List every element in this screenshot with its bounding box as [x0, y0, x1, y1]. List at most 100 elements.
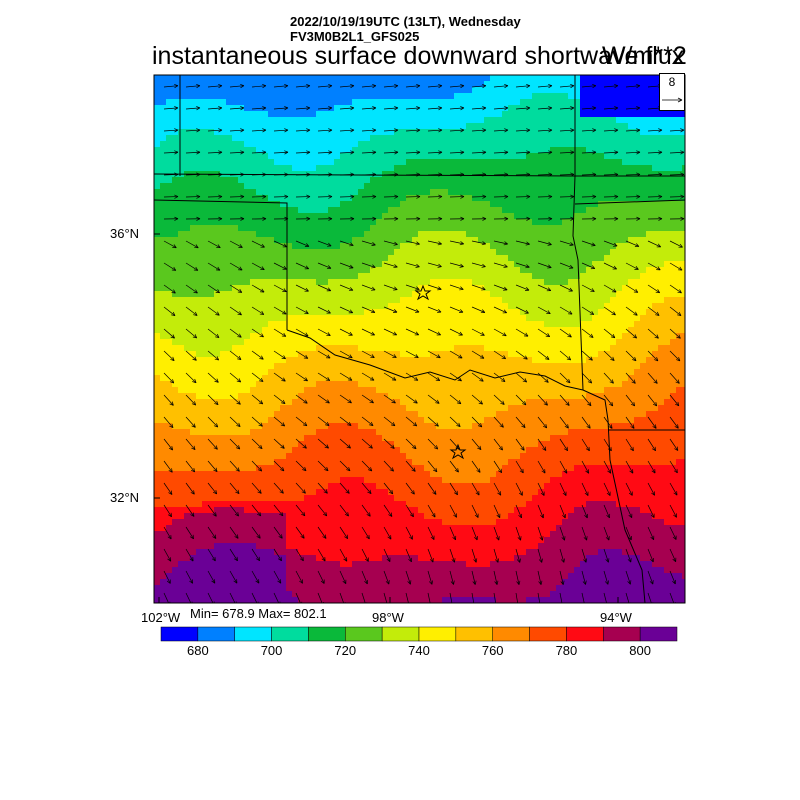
- wind-arrow: [383, 106, 399, 111]
- wind-arrow: [449, 592, 454, 603]
- wind-arrow: [493, 460, 503, 474]
- wind-arrow: [559, 240, 574, 247]
- missouri-arkansas-border: [572, 75, 609, 421]
- wind-arrow: [537, 83, 553, 89]
- wind-arrow: [295, 482, 306, 494]
- wind-arrow: [163, 306, 176, 317]
- wind-arrow: [625, 328, 637, 339]
- flux-field: [154, 75, 685, 603]
- wind-arrow: [515, 482, 523, 496]
- wind-arrow: [229, 172, 245, 177]
- wind-arrow: [559, 172, 575, 177]
- wind-arrow: [581, 216, 597, 221]
- wind-arrow: [207, 460, 218, 472]
- wind-arrow: [449, 460, 459, 473]
- wind-arrow: [317, 372, 331, 381]
- wind-arrow: [471, 306, 486, 314]
- wind-arrow: [471, 128, 487, 133]
- wind-arrow: [603, 262, 617, 270]
- star-icon: [414, 284, 432, 301]
- wind-arrow: [251, 284, 265, 293]
- wind-arrow: [471, 262, 486, 268]
- wind-arrow: [515, 328, 529, 337]
- min-max-stats: Min= 678.9 Max= 802.1: [190, 606, 327, 621]
- wind-arrow: [581, 306, 595, 315]
- wind-arrow: [273, 262, 287, 270]
- wind-arrow: [581, 194, 597, 199]
- wind-arrow: [251, 83, 267, 89]
- wind-arrow: [537, 284, 552, 292]
- wind-arrow: [295, 504, 306, 517]
- wind-arrow: [427, 482, 437, 495]
- wind-arrow: [163, 548, 172, 562]
- wind-arrow: [647, 240, 661, 248]
- wind-arrow: [669, 570, 676, 585]
- wind-arrow: [669, 128, 685, 133]
- wind-arrow: [207, 240, 221, 249]
- wind-arrow: [185, 482, 195, 495]
- wind-arrow: [449, 306, 464, 313]
- wind-arrow: [339, 83, 355, 89]
- wind-arrow: [625, 504, 633, 519]
- wind-arrow: [273, 570, 282, 584]
- wind-arrow: [603, 150, 619, 155]
- wind-arrow: [383, 262, 398, 269]
- wind-arrow: [669, 482, 678, 496]
- wind-arrow: [427, 504, 436, 518]
- wind-arrow: [449, 350, 463, 359]
- wind-arrow: [251, 438, 263, 450]
- wind-arrow: [625, 262, 639, 270]
- wind-arrow: [581, 438, 590, 452]
- wind-arrow: [493, 284, 508, 291]
- wind-arrow: [449, 416, 461, 427]
- wind-arrow: [339, 240, 354, 247]
- wind-arrow: [647, 284, 660, 294]
- wind-arrow: [559, 548, 565, 563]
- wind-arrow: [559, 482, 567, 496]
- wind-arrow: [295, 394, 308, 404]
- wind-arrow: [207, 416, 219, 428]
- wind-arrow: [273, 328, 287, 337]
- wind-arrow: [537, 128, 553, 133]
- wind-arrow: [361, 172, 377, 177]
- wind-arrow: [493, 526, 500, 541]
- wind-arrow: [537, 548, 543, 563]
- wind-arrow: [493, 262, 508, 268]
- wind-arrow: [273, 128, 289, 133]
- wind-arrow: [361, 504, 371, 517]
- wind-arrow: [625, 482, 633, 496]
- wind-arrow: [207, 150, 223, 155]
- wind-arrow: [361, 240, 376, 246]
- wind-arrow: [449, 570, 455, 585]
- wind-arrow: [581, 106, 597, 111]
- wind-arrow: [251, 526, 261, 539]
- wind-arrow: [669, 372, 680, 384]
- wind-arrow: [361, 306, 376, 314]
- wind-arrow: [471, 216, 487, 221]
- lon-label-102w: 102°W: [141, 610, 181, 625]
- map-title: instantaneous surface downward shortwave…: [152, 42, 685, 70]
- wind-arrow: [361, 416, 374, 426]
- wind-arrow: [449, 172, 465, 177]
- wind-arrow: [383, 548, 391, 562]
- oklahoma-panhandle-border: [154, 199, 288, 330]
- wind-arrow: [427, 438, 439, 450]
- wind-arrow: [339, 350, 353, 359]
- wind-arrow: [405, 548, 413, 563]
- wind-arrow: [515, 350, 528, 360]
- wind-arrow: [647, 350, 659, 362]
- wind-arrow: [427, 106, 443, 111]
- wind-arrow: [339, 438, 351, 449]
- wind-arrow: [339, 394, 352, 404]
- wind-arrow: [185, 106, 201, 111]
- wind-arrow: [405, 460, 416, 472]
- wind-arrow: [317, 416, 330, 426]
- wind-arrow: [251, 416, 263, 427]
- wind-arrow: [229, 438, 241, 450]
- wind-arrow: [251, 592, 259, 603]
- wind-arrow: [581, 150, 597, 155]
- wind-arrow: [295, 592, 303, 603]
- wind-arrow: [383, 306, 398, 313]
- wind-arrow: [361, 83, 377, 89]
- wind-arrow: [163, 350, 175, 361]
